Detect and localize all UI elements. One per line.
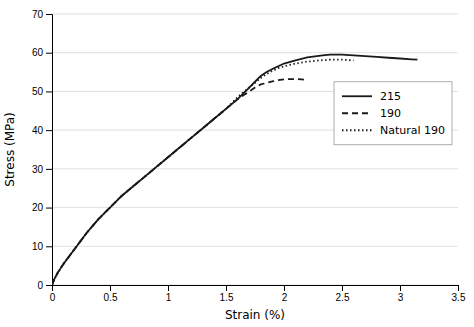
series-line bbox=[52, 60, 354, 285]
grid-line bbox=[52, 52, 458, 53]
x-tick: 2.5 bbox=[336, 285, 350, 303]
y-tick-label: 70 bbox=[32, 9, 44, 20]
y-tick: 30 bbox=[32, 164, 52, 175]
y-axis: 0 10 20 30 40 50 60 70 bbox=[32, 9, 53, 291]
x-tick-mark bbox=[400, 285, 401, 291]
plot: 0 0.5 1 1.5 2 2.5 3 3.5 0 10 20 30 40 50 60 70 215 190 Nat… bbox=[32, 9, 466, 303]
chart: 0 0.5 1 1.5 2 2.5 3 3.5 0 10 20 30 40 50 60 70 215 190 Nat… bbox=[0, 0, 474, 327]
y-tick-mark bbox=[46, 91, 52, 92]
grid bbox=[52, 14, 458, 285]
y-tick: 10 bbox=[32, 241, 52, 252]
x-tick-mark bbox=[168, 285, 169, 291]
y-tick: 60 bbox=[32, 47, 52, 58]
y-tick-mark bbox=[46, 285, 52, 286]
grid-line bbox=[52, 246, 458, 247]
y-tick-label: 0 bbox=[37, 280, 43, 291]
x-axis: 0 0.5 1 1.5 2 2.5 3 3.5 bbox=[50, 285, 466, 303]
x-tick: 3 bbox=[398, 285, 404, 303]
grid-line bbox=[52, 168, 458, 169]
legend-label: Natural 190 bbox=[380, 124, 445, 137]
y-tick-label: 30 bbox=[32, 164, 44, 175]
x-tick: 0 bbox=[50, 285, 56, 303]
x-tick: 3.5 bbox=[452, 285, 466, 303]
series-line bbox=[52, 79, 307, 285]
x-tick-mark bbox=[458, 285, 459, 291]
y-tick-label: 50 bbox=[32, 86, 44, 97]
y-tick-label: 20 bbox=[32, 202, 44, 213]
y-axis-line bbox=[46, 15, 53, 286]
x-axis-title: Strain (%) bbox=[225, 308, 285, 322]
x-tick-label: 3 bbox=[398, 292, 404, 303]
x-tick-label: 1.5 bbox=[220, 292, 234, 303]
x-tick-mark bbox=[226, 285, 227, 291]
y-tick: 20 bbox=[32, 202, 52, 213]
x-tick-label: 2.5 bbox=[336, 292, 350, 303]
legend-swatch bbox=[342, 95, 372, 97]
x-tick: 2 bbox=[282, 285, 288, 303]
x-tick-mark bbox=[342, 285, 343, 291]
y-tick-label: 10 bbox=[32, 241, 44, 252]
x-tick-label: 0 bbox=[50, 292, 56, 303]
legend-frame bbox=[334, 82, 452, 145]
y-axis-title: Stress (MPa) bbox=[3, 112, 17, 186]
y-tick-mark bbox=[46, 208, 52, 209]
x-tick-label: 1 bbox=[166, 292, 172, 303]
x-tick-mark bbox=[110, 285, 111, 291]
x-tick-mark bbox=[284, 285, 285, 291]
legend-label: 190 bbox=[380, 107, 401, 120]
y-tick-label: 60 bbox=[32, 47, 44, 58]
x-tick-label: 2 bbox=[282, 292, 288, 303]
legend-swatch bbox=[342, 129, 372, 131]
y-tick-mark bbox=[46, 246, 52, 247]
y-tick: 0 bbox=[37, 280, 52, 291]
x-tick: 0.5 bbox=[104, 285, 118, 303]
grid-line bbox=[52, 14, 458, 15]
y-tick-mark bbox=[46, 53, 52, 54]
x-axis-line bbox=[53, 286, 459, 292]
x-tick: 1.5 bbox=[220, 285, 234, 303]
grid-line bbox=[52, 207, 458, 208]
y-tick: 40 bbox=[32, 125, 52, 136]
y-tick-mark bbox=[46, 14, 52, 15]
y-tick: 70 bbox=[32, 9, 52, 20]
y-tick-mark bbox=[46, 130, 52, 131]
legend-label: 215 bbox=[380, 90, 401, 103]
x-tick: 1 bbox=[166, 285, 172, 303]
x-tick-label: 3.5 bbox=[452, 292, 466, 303]
x-tick-label: 0.5 bbox=[104, 292, 118, 303]
legend: 215 190 Natural 190 bbox=[334, 82, 452, 145]
y-tick: 50 bbox=[32, 86, 52, 97]
y-tick-mark bbox=[46, 169, 52, 170]
y-tick-label: 40 bbox=[32, 125, 44, 136]
legend-swatch bbox=[342, 112, 372, 114]
